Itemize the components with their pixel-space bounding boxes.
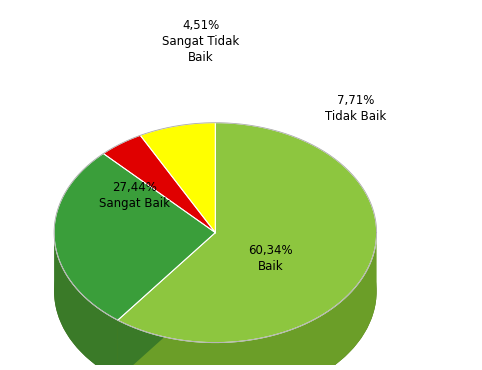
Polygon shape: [54, 233, 118, 370]
Polygon shape: [118, 233, 215, 370]
Polygon shape: [54, 154, 215, 320]
Text: 4,51%
Sangat Tidak
Baik: 4,51% Sangat Tidak Baik: [162, 19, 239, 64]
Polygon shape: [140, 123, 215, 233]
Polygon shape: [118, 234, 376, 370]
Ellipse shape: [54, 181, 376, 370]
Polygon shape: [118, 123, 376, 343]
Text: 7,71%
Tidak Baik: 7,71% Tidak Baik: [325, 94, 387, 122]
Text: 60,34%
Baik: 60,34% Baik: [248, 244, 293, 273]
Polygon shape: [103, 135, 215, 233]
Polygon shape: [118, 233, 215, 370]
Text: 27,44%
Sangat Baik: 27,44% Sangat Baik: [99, 182, 170, 211]
